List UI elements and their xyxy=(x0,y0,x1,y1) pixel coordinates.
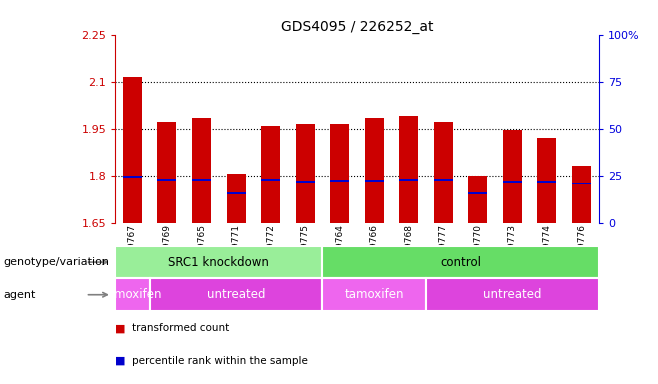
Bar xyxy=(426,278,599,311)
Bar xyxy=(434,179,453,181)
Bar xyxy=(192,179,211,181)
Bar xyxy=(115,246,322,278)
Bar xyxy=(330,180,349,182)
Text: tamoxifen: tamoxifen xyxy=(103,288,162,301)
Bar xyxy=(322,278,426,311)
Bar xyxy=(538,181,557,183)
Bar xyxy=(399,179,418,181)
Text: SRC1 knockdown: SRC1 knockdown xyxy=(168,256,269,268)
Bar xyxy=(322,246,599,278)
Bar xyxy=(261,126,280,223)
Bar xyxy=(157,179,176,181)
Bar xyxy=(572,182,591,184)
Bar xyxy=(538,138,557,223)
Bar xyxy=(192,118,211,223)
Bar xyxy=(149,278,322,311)
Bar xyxy=(226,192,245,194)
Bar xyxy=(226,174,245,223)
Bar xyxy=(295,181,315,183)
Text: agent: agent xyxy=(3,290,36,300)
Text: untreated: untreated xyxy=(207,288,265,301)
Bar xyxy=(503,181,522,183)
Text: untreated: untreated xyxy=(483,288,542,301)
Text: transformed count: transformed count xyxy=(132,323,229,333)
Text: tamoxifen: tamoxifen xyxy=(345,288,404,301)
Bar xyxy=(295,124,315,223)
Bar xyxy=(115,278,149,311)
Text: percentile rank within the sample: percentile rank within the sample xyxy=(132,356,307,366)
Bar xyxy=(365,180,384,182)
Bar xyxy=(572,166,591,223)
Text: genotype/variation: genotype/variation xyxy=(3,257,109,267)
Text: ■: ■ xyxy=(115,356,126,366)
Bar xyxy=(434,122,453,223)
Bar xyxy=(503,130,522,223)
Bar xyxy=(123,77,142,223)
Bar xyxy=(330,124,349,223)
Bar xyxy=(261,179,280,181)
Title: GDS4095 / 226252_at: GDS4095 / 226252_at xyxy=(281,20,433,33)
Bar xyxy=(123,176,142,178)
Bar xyxy=(365,118,384,223)
Bar xyxy=(157,122,176,223)
Text: ■: ■ xyxy=(115,323,126,333)
Bar xyxy=(468,192,488,194)
Text: control: control xyxy=(440,256,481,268)
Bar xyxy=(468,176,488,223)
Bar xyxy=(399,116,418,223)
